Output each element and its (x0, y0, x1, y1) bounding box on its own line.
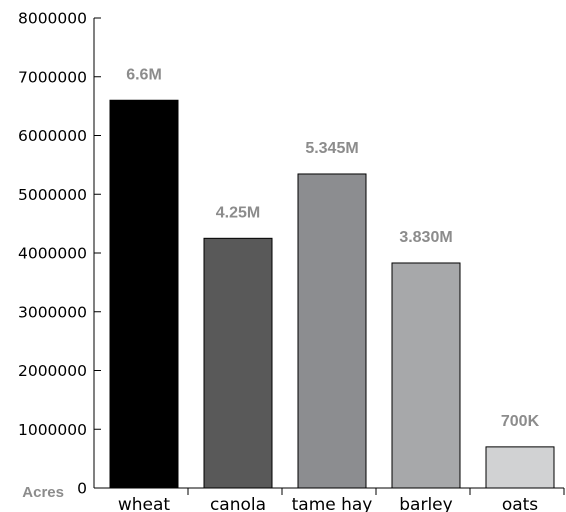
y-tick-label: 3000000 (18, 303, 87, 321)
bars (109, 99, 555, 489)
labels: 6.6M wheat 4.25M canola 5.345M tame hay 3.830M… (118, 66, 540, 512)
y-tick-label: 0 (77, 480, 87, 498)
bar-barley (391, 262, 461, 489)
y-tick-label: 4000000 (18, 245, 87, 263)
x-tick-label: tame hay (292, 495, 373, 512)
bar-wheat (109, 99, 179, 489)
bar-oats (485, 446, 555, 489)
bar-tame-hay (297, 173, 367, 489)
data-label: 4.25M (216, 204, 260, 221)
data-label: 6.6M (126, 66, 162, 83)
data-label: 3.830M (399, 229, 452, 246)
x-tick-label: oats (502, 495, 538, 512)
y-tick-label: 5000000 (18, 186, 87, 204)
data-label: 5.345M (305, 140, 358, 157)
y-tick-label: 8000000 (18, 10, 87, 28)
y-tick-label: 1000000 (18, 421, 87, 439)
y-tick-label: 7000000 (18, 68, 87, 86)
x-tick-label: canola (210, 495, 266, 512)
axes: 0 1000000 2000000 3000000 4000000 5000000 6000… (18, 10, 565, 498)
data-label: 700K (501, 413, 540, 430)
y-tick-label: 6000000 (18, 127, 87, 145)
x-tick-label: barley (399, 495, 452, 512)
y-axis-label: Acres (22, 484, 64, 501)
x-tick-label: wheat (118, 495, 171, 512)
y-tick-label: 2000000 (18, 362, 87, 380)
bar-canola (203, 237, 273, 489)
